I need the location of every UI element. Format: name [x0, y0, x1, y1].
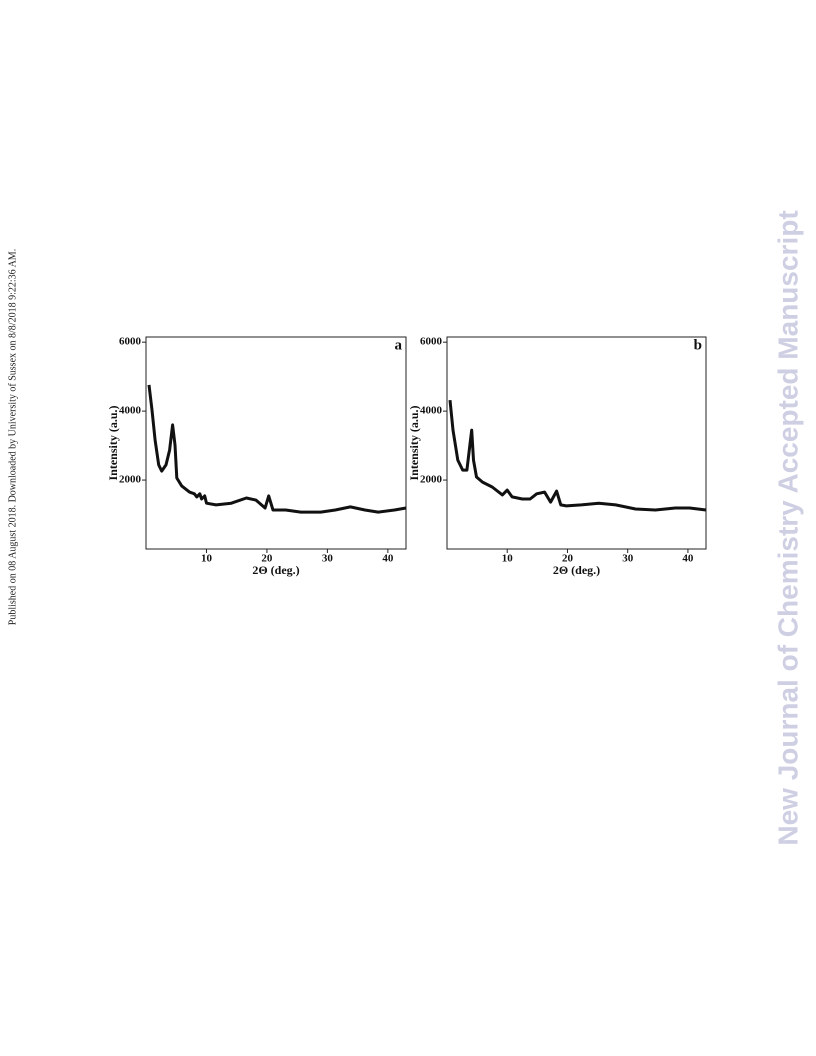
x-axis-label: 2Θ (deg.) — [252, 563, 299, 577]
x-tick-label: 10 — [502, 553, 514, 565]
watermark: New Journal of Chemistry Accepted Manusc… — [772, 210, 803, 845]
y-tick-label: 2000 — [119, 474, 142, 486]
x-tick-label: 20 — [562, 553, 574, 565]
panel-label: a — [395, 337, 403, 353]
x-tick-label: 40 — [382, 553, 394, 565]
y-tick-label: 6000 — [420, 336, 443, 348]
y-tick-label: 6000 — [119, 336, 142, 348]
x-tick-label: 40 — [682, 553, 694, 565]
x-tick-label: 10 — [201, 553, 213, 565]
y-tick-label: 4000 — [420, 405, 443, 417]
side-note: Published on 08 August 2018. Downloaded … — [7, 249, 18, 625]
data-line — [147, 384, 407, 514]
data-line — [448, 399, 707, 512]
x-axis-label: 2Θ (deg.) — [553, 563, 600, 577]
plot-frame — [446, 336, 707, 550]
x-tick-label: 20 — [261, 553, 273, 565]
panel-label: b — [694, 337, 702, 353]
y-tick-label: 4000 — [119, 405, 142, 417]
y-axis-label: Intensity (a.u.) — [407, 405, 421, 480]
x-tick-label: 30 — [322, 553, 334, 565]
y-tick-label: 2000 — [420, 474, 443, 486]
y-axis-label: Intensity (a.u.) — [106, 405, 120, 480]
x-tick-label: 30 — [622, 553, 634, 565]
plot-frame — [145, 336, 407, 550]
